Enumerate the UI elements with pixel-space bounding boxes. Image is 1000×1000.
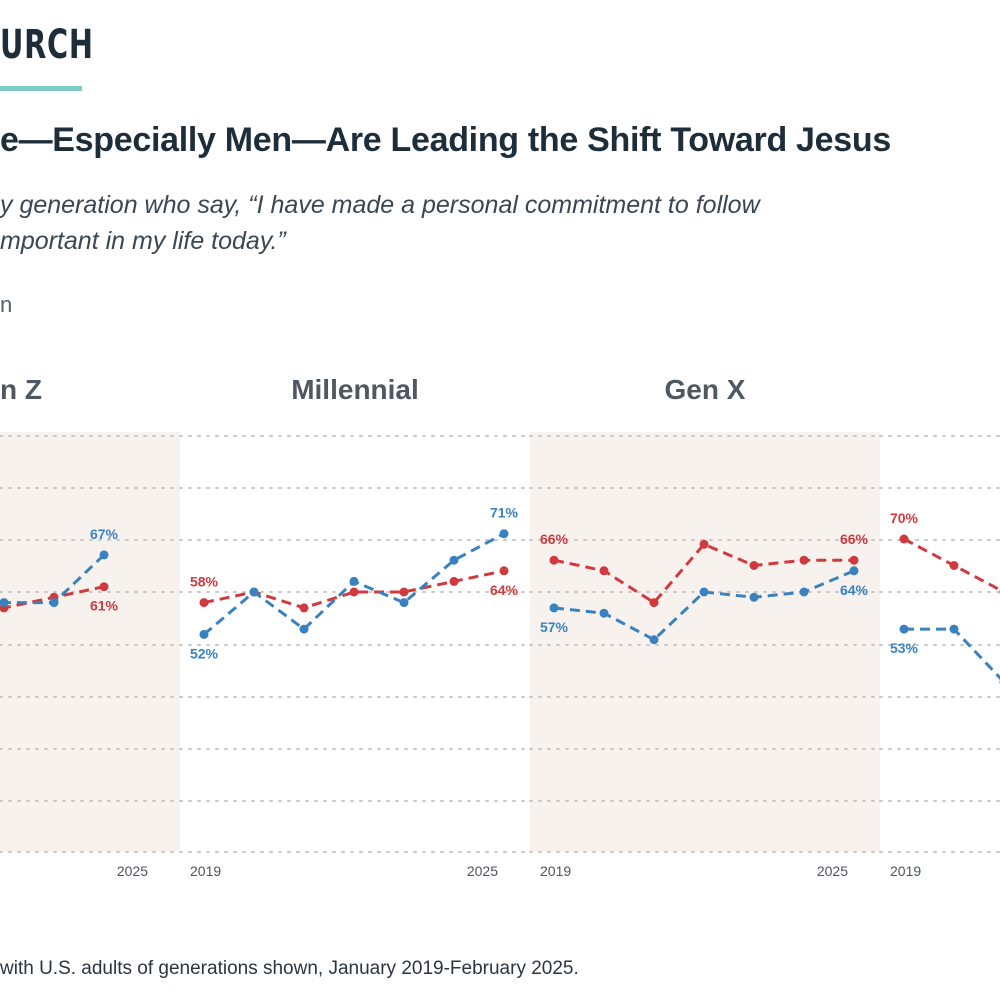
panel-shade: [530, 432, 880, 852]
data-point: [699, 539, 709, 549]
data-label: 53%: [890, 640, 919, 656]
data-point: [849, 555, 859, 565]
brand-logo-text: URCH: [0, 22, 94, 68]
data-point: [699, 587, 709, 597]
subtitle-line-1: y generation who say, “I have made a per…: [0, 191, 760, 219]
data-point: [0, 598, 9, 608]
data-point: [249, 587, 259, 597]
source-footer: with U.S. adults of generations shown, J…: [0, 958, 579, 979]
subtitle-line-2: mportant in my life today.”: [0, 227, 286, 255]
data-point: [549, 555, 559, 565]
panel-2: Millennial 2019 2025 58% 64% 52% 71%: [179, 374, 531, 879]
data-label: 64%: [840, 582, 869, 598]
data-label: 70%: [890, 510, 919, 526]
data-point: [349, 587, 359, 597]
panel-shade: [0, 432, 180, 852]
data-label: 67%: [90, 526, 119, 542]
data-point: [399, 587, 409, 597]
chart-title: e—Especially Men—Are Leading the Shift T…: [0, 121, 891, 159]
x-tick-label: 2019: [890, 863, 921, 879]
data-point: [649, 635, 659, 645]
data-point: [299, 603, 309, 613]
data-point: [399, 598, 409, 608]
panel-3: Gen X 2019 2025 66% 66% 57% 64%: [529, 374, 881, 879]
data-label: 66%: [540, 531, 569, 547]
x-tick-label: 2025: [817, 863, 848, 879]
data-point: [849, 566, 859, 576]
data-point: [749, 592, 759, 602]
data-point: [799, 587, 809, 597]
data-point: [899, 624, 909, 634]
data-label: 71%: [490, 505, 519, 521]
panel-title: Gen X: [665, 374, 746, 405]
series-line-blue: [904, 627, 1000, 681]
data-point: [649, 598, 659, 608]
data-point: [949, 561, 959, 570]
data-point: [199, 629, 209, 639]
x-tick-label: 2019: [190, 863, 221, 879]
data-point: [99, 550, 109, 560]
data-point: [299, 624, 309, 634]
series-line-blue: [0, 553, 106, 605]
panel-title: n Z: [0, 374, 42, 405]
panel-4: B201970%53%: [879, 435, 1000, 879]
panel-1: n Z 2025 61% 67%: [0, 374, 181, 879]
data-point: [599, 566, 609, 576]
data-label: 52%: [190, 645, 219, 661]
data-point: [749, 561, 759, 570]
data-point: [199, 598, 209, 608]
x-tick-label: 2019: [540, 863, 571, 879]
data-point: [499, 529, 509, 539]
data-point: [349, 576, 359, 586]
data-point: [449, 555, 459, 565]
chart-note: n: [0, 292, 13, 317]
brand-underline: [0, 86, 82, 91]
data-label: 64%: [490, 582, 519, 598]
data-point: [49, 598, 59, 608]
data-point: [899, 534, 909, 544]
data-point: [949, 624, 959, 634]
x-tick-label: 2025: [467, 863, 498, 879]
x-tick-label: 2025: [117, 863, 148, 879]
data-point: [549, 603, 559, 613]
chart-subtitle: y generation who say, “I have made a per…: [0, 187, 760, 259]
panel-title: Millennial: [291, 374, 419, 405]
data-point: [599, 608, 609, 618]
data-label: 61%: [90, 598, 119, 614]
data-point: [799, 555, 809, 565]
data-label: 66%: [840, 531, 869, 547]
data-label: 58%: [190, 574, 219, 590]
data-point: [449, 576, 459, 586]
data-point: [99, 582, 109, 592]
data-label: 57%: [540, 619, 569, 635]
data-point: [499, 566, 509, 576]
